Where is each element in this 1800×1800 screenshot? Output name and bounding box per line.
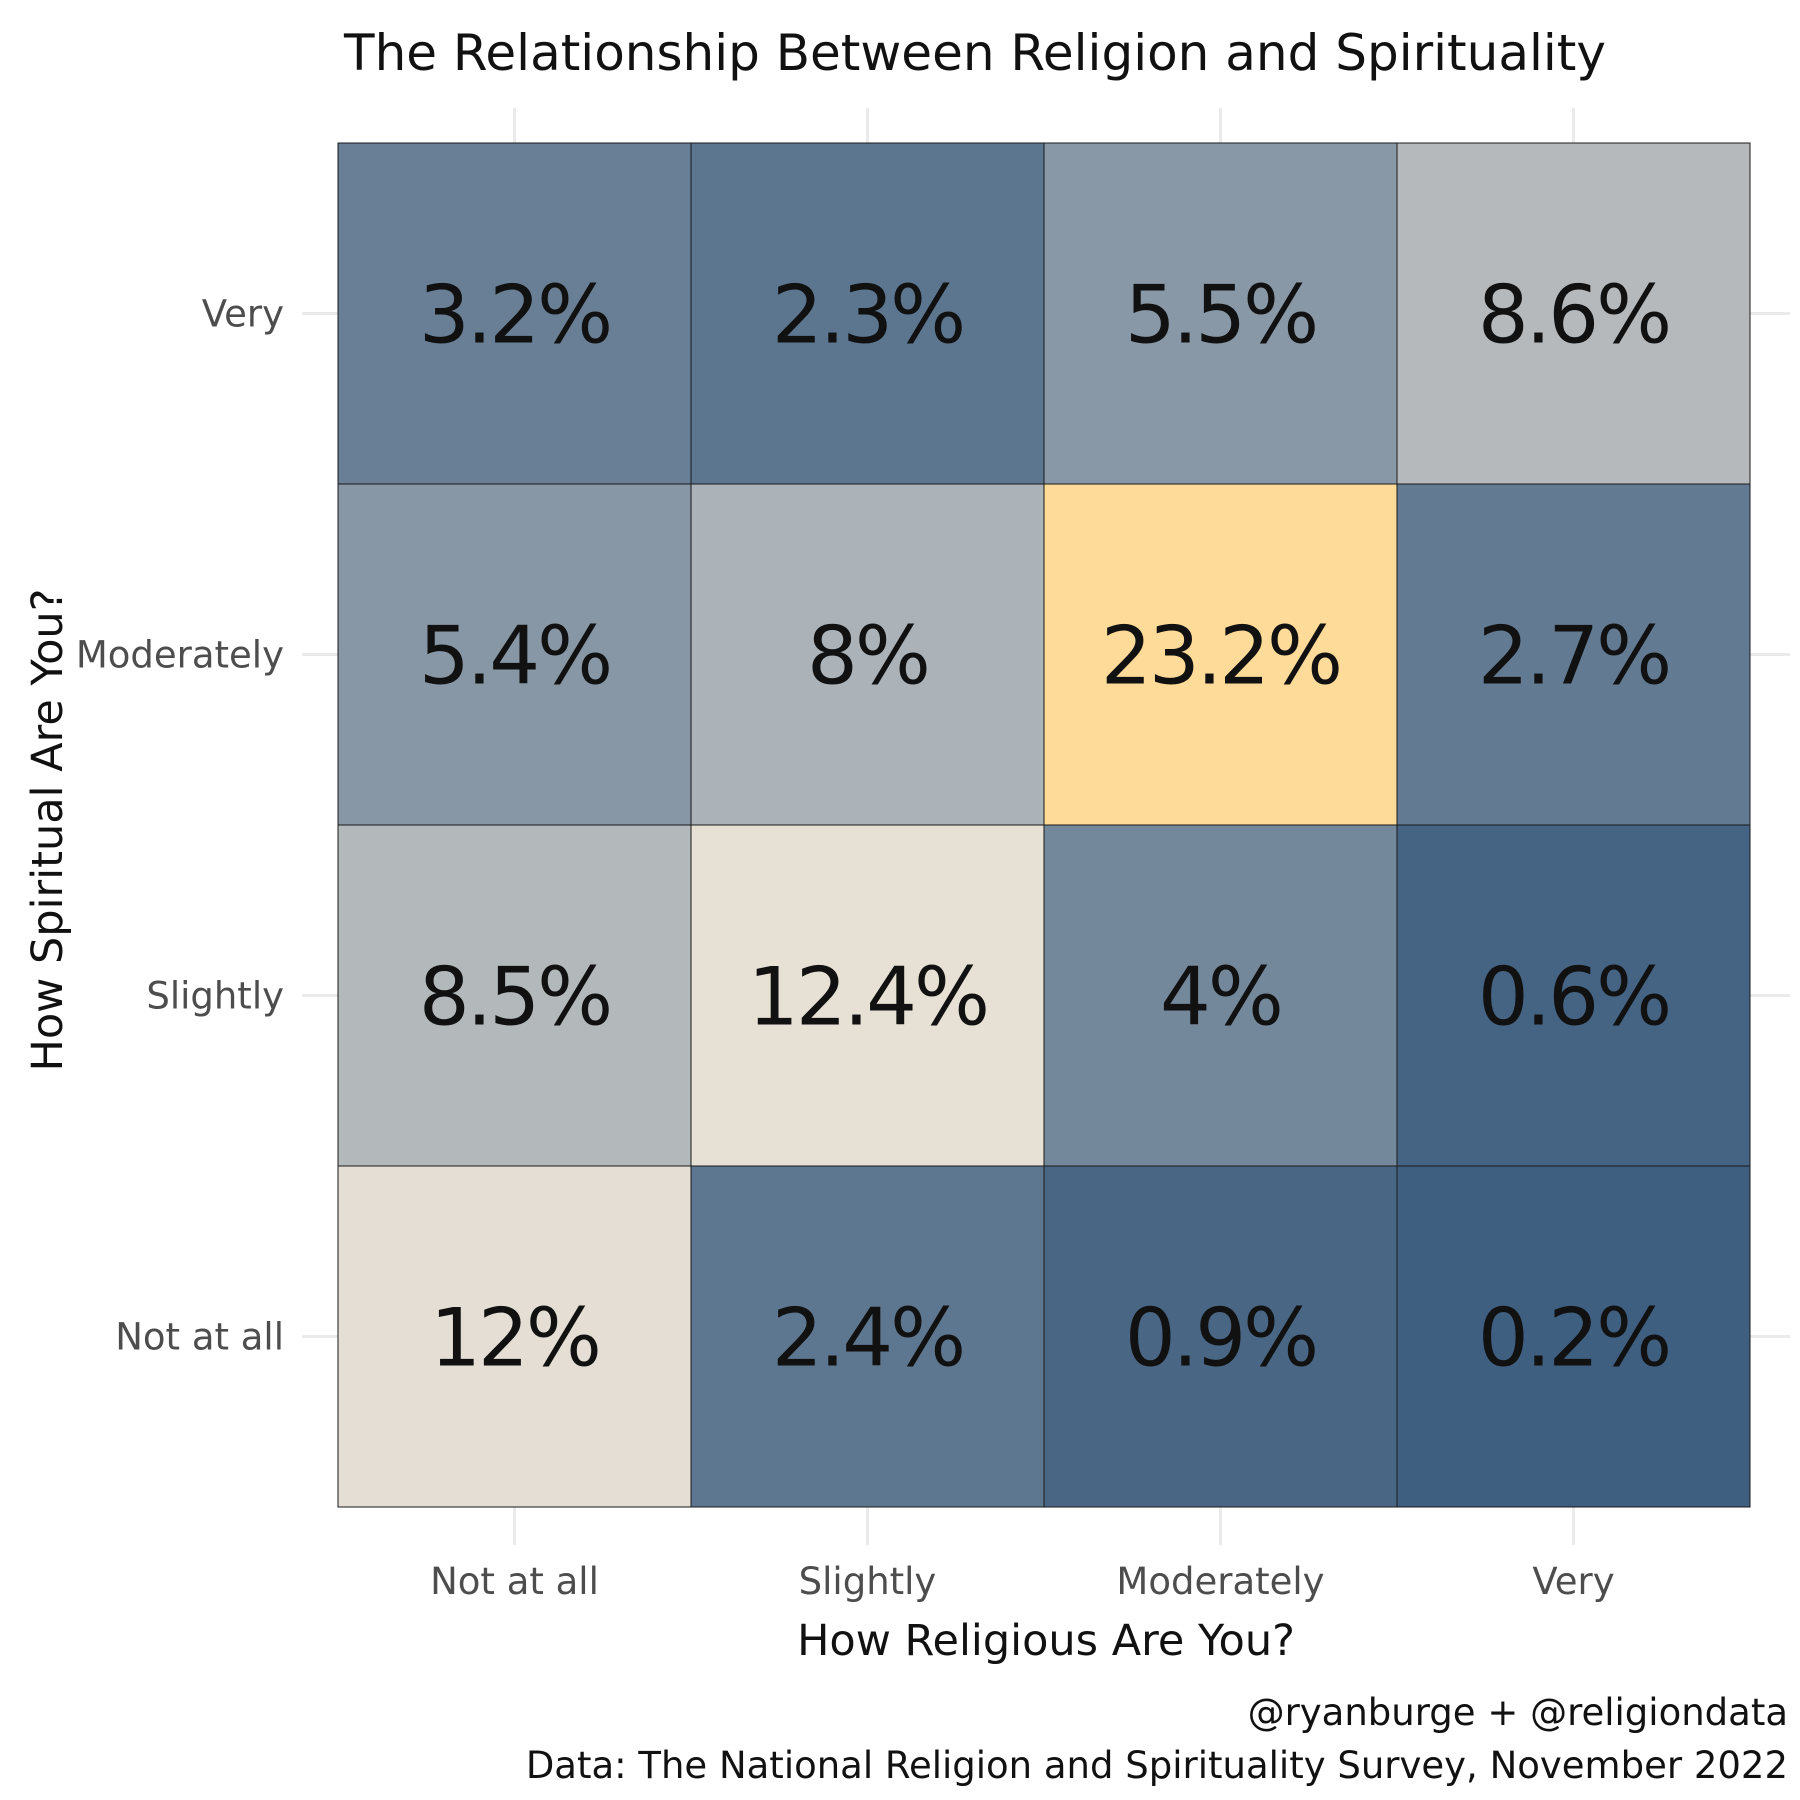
cell-very-spiritual-very-religious [1396,142,1751,485]
cell-label: 4% [1160,951,1281,1044]
x-tick-label-not-at-all: Not at all [430,1560,599,1603]
cell-label: 5.4% [419,610,610,703]
cell-label: 0.2% [1478,1292,1669,1385]
cell-not-at-all-spiritual-slightly-religious [690,1165,1045,1508]
y-tick-label-not-at-all: Not at all [115,1316,284,1359]
cell-not-at-all-spiritual-moderately-religious [1043,1165,1398,1508]
cell-moderately-spiritual-slightly-religious [690,483,1045,826]
cell-slightly-spiritual-very-religious [1396,824,1751,1167]
cell-very-spiritual-slightly-religious [690,142,1045,485]
x-axis-ticks: Not at all Slightly Moderately Very [430,1511,1615,1603]
x-axis-title: How Religious Are You? [797,1616,1295,1666]
x-tick-label-moderately: Moderately [1116,1560,1324,1603]
y-tick-label-slightly: Slightly [146,975,284,1018]
y-tick-label-moderately: Moderately [76,634,284,677]
cell-moderately-spiritual-very-religious [1396,483,1751,826]
cell-label: 23.2% [1101,610,1340,703]
cell-label: 12.4% [748,951,987,1044]
cell-label: 0.6% [1478,951,1669,1044]
cell-very-spiritual-moderately-religious [1043,142,1398,485]
cell-label: 2.7% [1478,610,1669,703]
cell-very-spiritual-not-at-all-religious [337,142,692,485]
y-tick-label-very: Very [202,293,284,336]
cell-moderately-spiritual-moderately-religious [1043,483,1398,826]
caption-credit: @ryanburge + @religiondata [1248,1691,1788,1734]
cell-label: 0.9% [1125,1292,1316,1385]
heatmap-cells [337,142,1751,1508]
cell-not-at-all-spiritual-not-at-all-religious [337,1165,692,1508]
cell-not-at-all-spiritual-very-religious [1396,1165,1751,1508]
cell-label: 2.3% [772,269,963,362]
cell-label: 12% [430,1292,599,1385]
cell-label: 8.5% [419,951,610,1044]
cell-label: 8.6% [1478,269,1669,362]
cell-label: 5.5% [1125,269,1316,362]
cell-slightly-spiritual-moderately-religious [1043,824,1398,1167]
y-axis-title: How Spiritual Are You? [23,589,73,1072]
cell-label: 2.4% [772,1292,963,1385]
heatmap-cell-labels: 3.2% 2.3% 5.5% 8.6% 5.4% 8% 23.2% 2.7% 8.5% 12.4%… [419,269,1672,1385]
cell-label: 3.2% [419,269,610,362]
x-tick-label-very: Very [1532,1560,1614,1603]
chart-title: The Relationship Between Religion and Sp… [343,24,1606,82]
cell-label: 8% [807,610,928,703]
y-axis-ticks: Very Moderately Slightly Not at all [76,293,334,1359]
caption-source: Data: The National Religion and Spiritua… [526,1744,1788,1787]
cell-moderately-spiritual-not-at-all-religious [337,483,692,826]
x-tick-label-slightly: Slightly [799,1560,937,1603]
